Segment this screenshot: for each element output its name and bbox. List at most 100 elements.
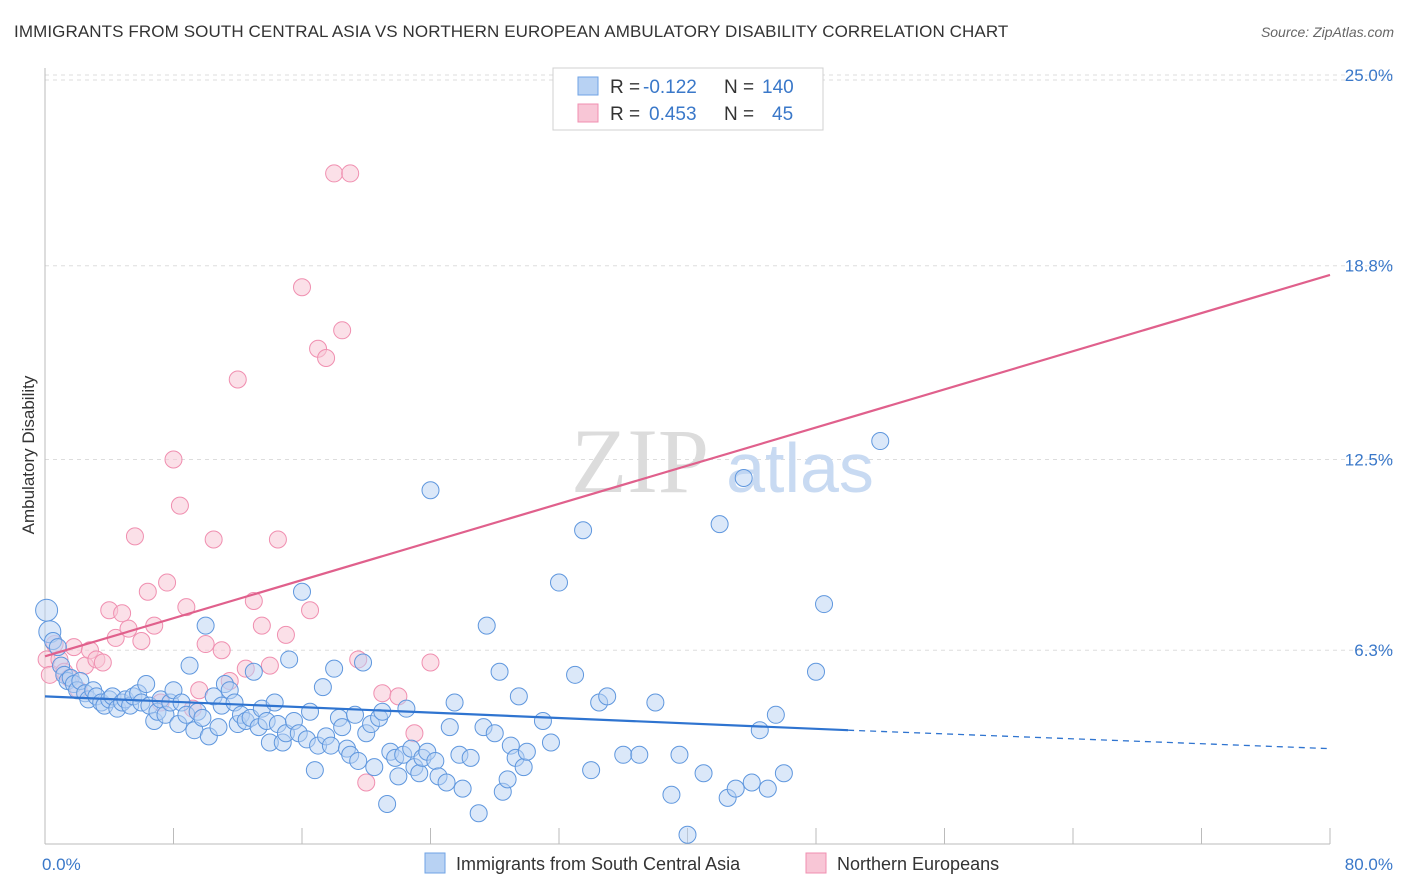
point-northern-europeans-14 <box>113 604 132 623</box>
point-northern-europeans-34 <box>252 616 271 635</box>
legend-swatch-pink <box>577 103 599 123</box>
point-south-central-asia-73 <box>325 659 344 678</box>
chart-title: IMMIGRANTS FROM SOUTH CENTRAL ASIA VS NO… <box>14 22 1009 41</box>
bottom-legend-label-blue: Immigrants from South Central Asia <box>456 854 741 874</box>
point-south-central-asia-125 <box>598 687 617 706</box>
point-south-central-asia-128 <box>646 693 665 712</box>
trend-line-south-central-asia-extension <box>848 729 1331 750</box>
y-tick-labels: 6.3% 12.5% 18.8% 25.0% <box>1345 66 1393 660</box>
point-northern-europeans-17 <box>132 631 151 650</box>
trend-line-south-central-asia <box>44 695 849 732</box>
legend-n-value-2: 45 <box>772 104 793 125</box>
bottom-legend-label-pink: Northern Europeans <box>837 854 999 874</box>
point-northern-europeans-46 <box>357 773 376 792</box>
point-south-central-asia-119 <box>541 733 560 752</box>
x-tick-labels: 0.0% 80.0% <box>42 855 1393 874</box>
watermark: ZIP atlas <box>571 410 874 512</box>
point-northern-europeans-11 <box>93 653 112 672</box>
point-south-central-asia-83 <box>365 758 384 777</box>
point-south-central-asia-75 <box>333 718 352 737</box>
point-south-central-asia-129 <box>662 785 681 804</box>
point-south-central-asia-108 <box>477 616 496 635</box>
point-south-central-asia-138 <box>750 721 769 740</box>
point-south-central-asia-133 <box>710 515 729 534</box>
point-northern-europeans-27 <box>196 635 215 654</box>
point-northern-europeans-36 <box>268 530 287 549</box>
x-tick-label-0: 0.0% <box>42 855 81 874</box>
point-south-central-asia-121 <box>566 665 585 684</box>
point-south-central-asia-40 <box>193 708 212 727</box>
point-south-central-asia-70 <box>313 678 332 697</box>
point-south-central-asia-72 <box>321 736 340 755</box>
trend-lines <box>44 273 1331 750</box>
point-south-central-asia-132 <box>694 764 713 783</box>
point-south-central-asia-44 <box>209 718 228 737</box>
y-tick-label-2: 18.8% <box>1345 257 1393 276</box>
point-south-central-asia-118 <box>533 711 552 730</box>
trend-line-northern-europeans <box>44 273 1331 658</box>
point-south-central-asia-58 <box>265 693 284 712</box>
point-northern-europeans-49 <box>405 724 424 743</box>
point-south-central-asia-62 <box>280 650 299 669</box>
point-northern-europeans-23 <box>170 496 189 515</box>
point-northern-europeans-38 <box>293 278 311 297</box>
point-south-central-asia-123 <box>582 761 601 780</box>
point-northern-europeans-39 <box>301 601 320 620</box>
point-south-central-asia-127 <box>630 745 649 764</box>
legend-r-value-1: -0.122 <box>643 77 697 98</box>
watermark-zip: ZIP <box>571 410 709 512</box>
point-northern-europeans-50 <box>421 653 440 672</box>
point-south-central-asia-137 <box>742 773 761 792</box>
point-south-central-asia-131 <box>678 825 697 844</box>
point-northern-europeans-28 <box>204 530 223 549</box>
point-northern-europeans-37 <box>276 625 295 644</box>
y-tick-label-3: 25.0% <box>1345 66 1393 85</box>
point-northern-europeans-42 <box>325 164 344 183</box>
point-northern-europeans-24 <box>177 598 196 617</box>
point-south-central-asia-67 <box>301 702 320 721</box>
point-south-central-asia-41 <box>196 616 215 635</box>
point-south-central-asia-100 <box>437 773 456 792</box>
point-northern-europeans-21 <box>158 573 177 592</box>
point-south-central-asia-122 <box>574 521 593 540</box>
point-south-central-asia-89 <box>389 767 408 786</box>
legend-n-value-1: 140 <box>762 77 794 98</box>
point-south-central-asia-115 <box>509 687 528 706</box>
point-south-central-asia-112 <box>498 770 517 789</box>
point-south-central-asia-37 <box>180 656 199 675</box>
point-south-central-asia-140 <box>766 705 785 724</box>
point-south-central-asia-117 <box>517 742 536 761</box>
point-south-central-asia-142 <box>807 662 825 681</box>
point-northern-europeans-31 <box>228 370 247 389</box>
legend-swatch-blue <box>577 76 599 96</box>
point-south-central-asia-141 <box>774 764 793 783</box>
point-northern-europeans-29 <box>212 641 231 660</box>
point-south-central-asia-86 <box>378 795 397 814</box>
point-south-central-asia-109 <box>485 724 504 743</box>
legend-n-label-1: N = <box>724 77 754 98</box>
point-northern-europeans-47 <box>373 684 392 703</box>
legend-n-label-2: N = <box>724 104 754 125</box>
point-south-central-asia-53 <box>244 662 263 681</box>
point-northern-europeans-18 <box>138 582 157 601</box>
point-south-central-asia-144 <box>871 432 890 451</box>
point-south-central-asia-139 <box>758 779 777 798</box>
point-south-central-asia-126 <box>614 745 633 764</box>
point-south-central-asia-120 <box>550 573 568 592</box>
point-northern-europeans-35 <box>260 656 279 675</box>
point-south-central-asia-94 <box>410 764 429 783</box>
point-south-central-asia-105 <box>461 748 480 767</box>
y-tick-label-1: 12.5% <box>1345 451 1393 470</box>
grid-lines <box>45 74 1394 651</box>
bottom-legend-swatch-blue <box>424 852 446 874</box>
point-northern-europeans-22 <box>164 450 183 469</box>
source-label: Source: ZipAtlas.com <box>1260 24 1394 40</box>
point-northern-europeans-44 <box>341 164 360 183</box>
point-south-central-asia-135 <box>726 779 745 798</box>
x-tick-label-1: 80.0% <box>1345 855 1393 874</box>
y-tick-label-0: 6.3% <box>1354 641 1393 660</box>
point-south-central-asia-101 <box>440 718 459 737</box>
series-legend: Immigrants from South Central Asia North… <box>424 852 999 874</box>
bottom-legend-swatch-pink <box>805 852 827 874</box>
